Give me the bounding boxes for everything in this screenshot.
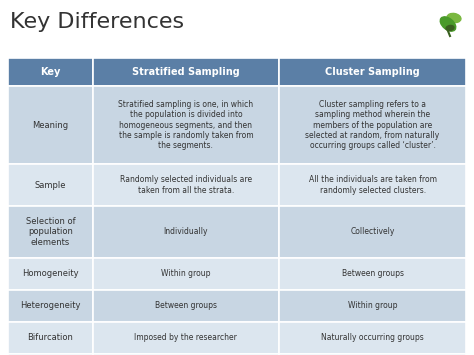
Text: Naturally occurring groups: Naturally occurring groups bbox=[321, 333, 424, 343]
Text: Imposed by the researcher: Imposed by the researcher bbox=[135, 333, 237, 343]
Text: Collectively: Collectively bbox=[350, 228, 395, 236]
Bar bbox=[8, 290, 93, 322]
Text: Key: Key bbox=[40, 67, 61, 77]
Ellipse shape bbox=[440, 17, 456, 31]
Bar bbox=[8, 206, 93, 258]
Bar bbox=[93, 86, 279, 164]
Bar bbox=[93, 354, 279, 355]
Text: Selection of
population
elements: Selection of population elements bbox=[26, 217, 75, 247]
Bar bbox=[93, 58, 279, 86]
Bar bbox=[279, 258, 466, 290]
Bar bbox=[8, 258, 93, 290]
Text: Heterogeneity: Heterogeneity bbox=[20, 301, 81, 311]
Text: All the individuals are taken from
randomly selected clusters.: All the individuals are taken from rando… bbox=[309, 175, 437, 195]
Bar bbox=[279, 164, 466, 206]
Bar bbox=[8, 322, 93, 354]
Text: Randomly selected individuals are
taken from all the strata.: Randomly selected individuals are taken … bbox=[120, 175, 252, 195]
Text: Bifurcation: Bifurcation bbox=[27, 333, 73, 343]
Bar bbox=[8, 164, 93, 206]
Text: Between groups: Between groups bbox=[342, 269, 403, 279]
Ellipse shape bbox=[447, 13, 461, 23]
Bar bbox=[93, 322, 279, 354]
Text: Cluster Sampling: Cluster Sampling bbox=[325, 67, 420, 77]
Text: Individually: Individually bbox=[164, 228, 208, 236]
Bar bbox=[279, 86, 466, 164]
Bar bbox=[8, 86, 93, 164]
Text: Within group: Within group bbox=[348, 301, 397, 311]
Bar bbox=[93, 290, 279, 322]
Text: Between groups: Between groups bbox=[155, 301, 217, 311]
Bar bbox=[93, 164, 279, 206]
Bar bbox=[279, 290, 466, 322]
Bar bbox=[8, 58, 93, 86]
Text: Cluster sampling refers to a
sampling method wherein the
members of the populati: Cluster sampling refers to a sampling me… bbox=[305, 100, 440, 150]
Bar bbox=[93, 258, 279, 290]
Text: Key Differences: Key Differences bbox=[10, 12, 184, 32]
Text: Sample: Sample bbox=[35, 180, 66, 190]
Ellipse shape bbox=[446, 26, 454, 31]
Text: Stratified Sampling: Stratified Sampling bbox=[132, 67, 240, 77]
Bar bbox=[279, 354, 466, 355]
Text: Stratified sampling is one, in which
the population is divided into
homogeneous : Stratified sampling is one, in which the… bbox=[118, 100, 254, 150]
Bar bbox=[279, 322, 466, 354]
Bar bbox=[8, 354, 93, 355]
Bar bbox=[93, 206, 279, 258]
Text: Within group: Within group bbox=[161, 269, 210, 279]
Bar bbox=[279, 58, 466, 86]
Text: Meaning: Meaning bbox=[32, 120, 68, 130]
Text: Homogeneity: Homogeneity bbox=[22, 269, 79, 279]
Bar bbox=[279, 206, 466, 258]
